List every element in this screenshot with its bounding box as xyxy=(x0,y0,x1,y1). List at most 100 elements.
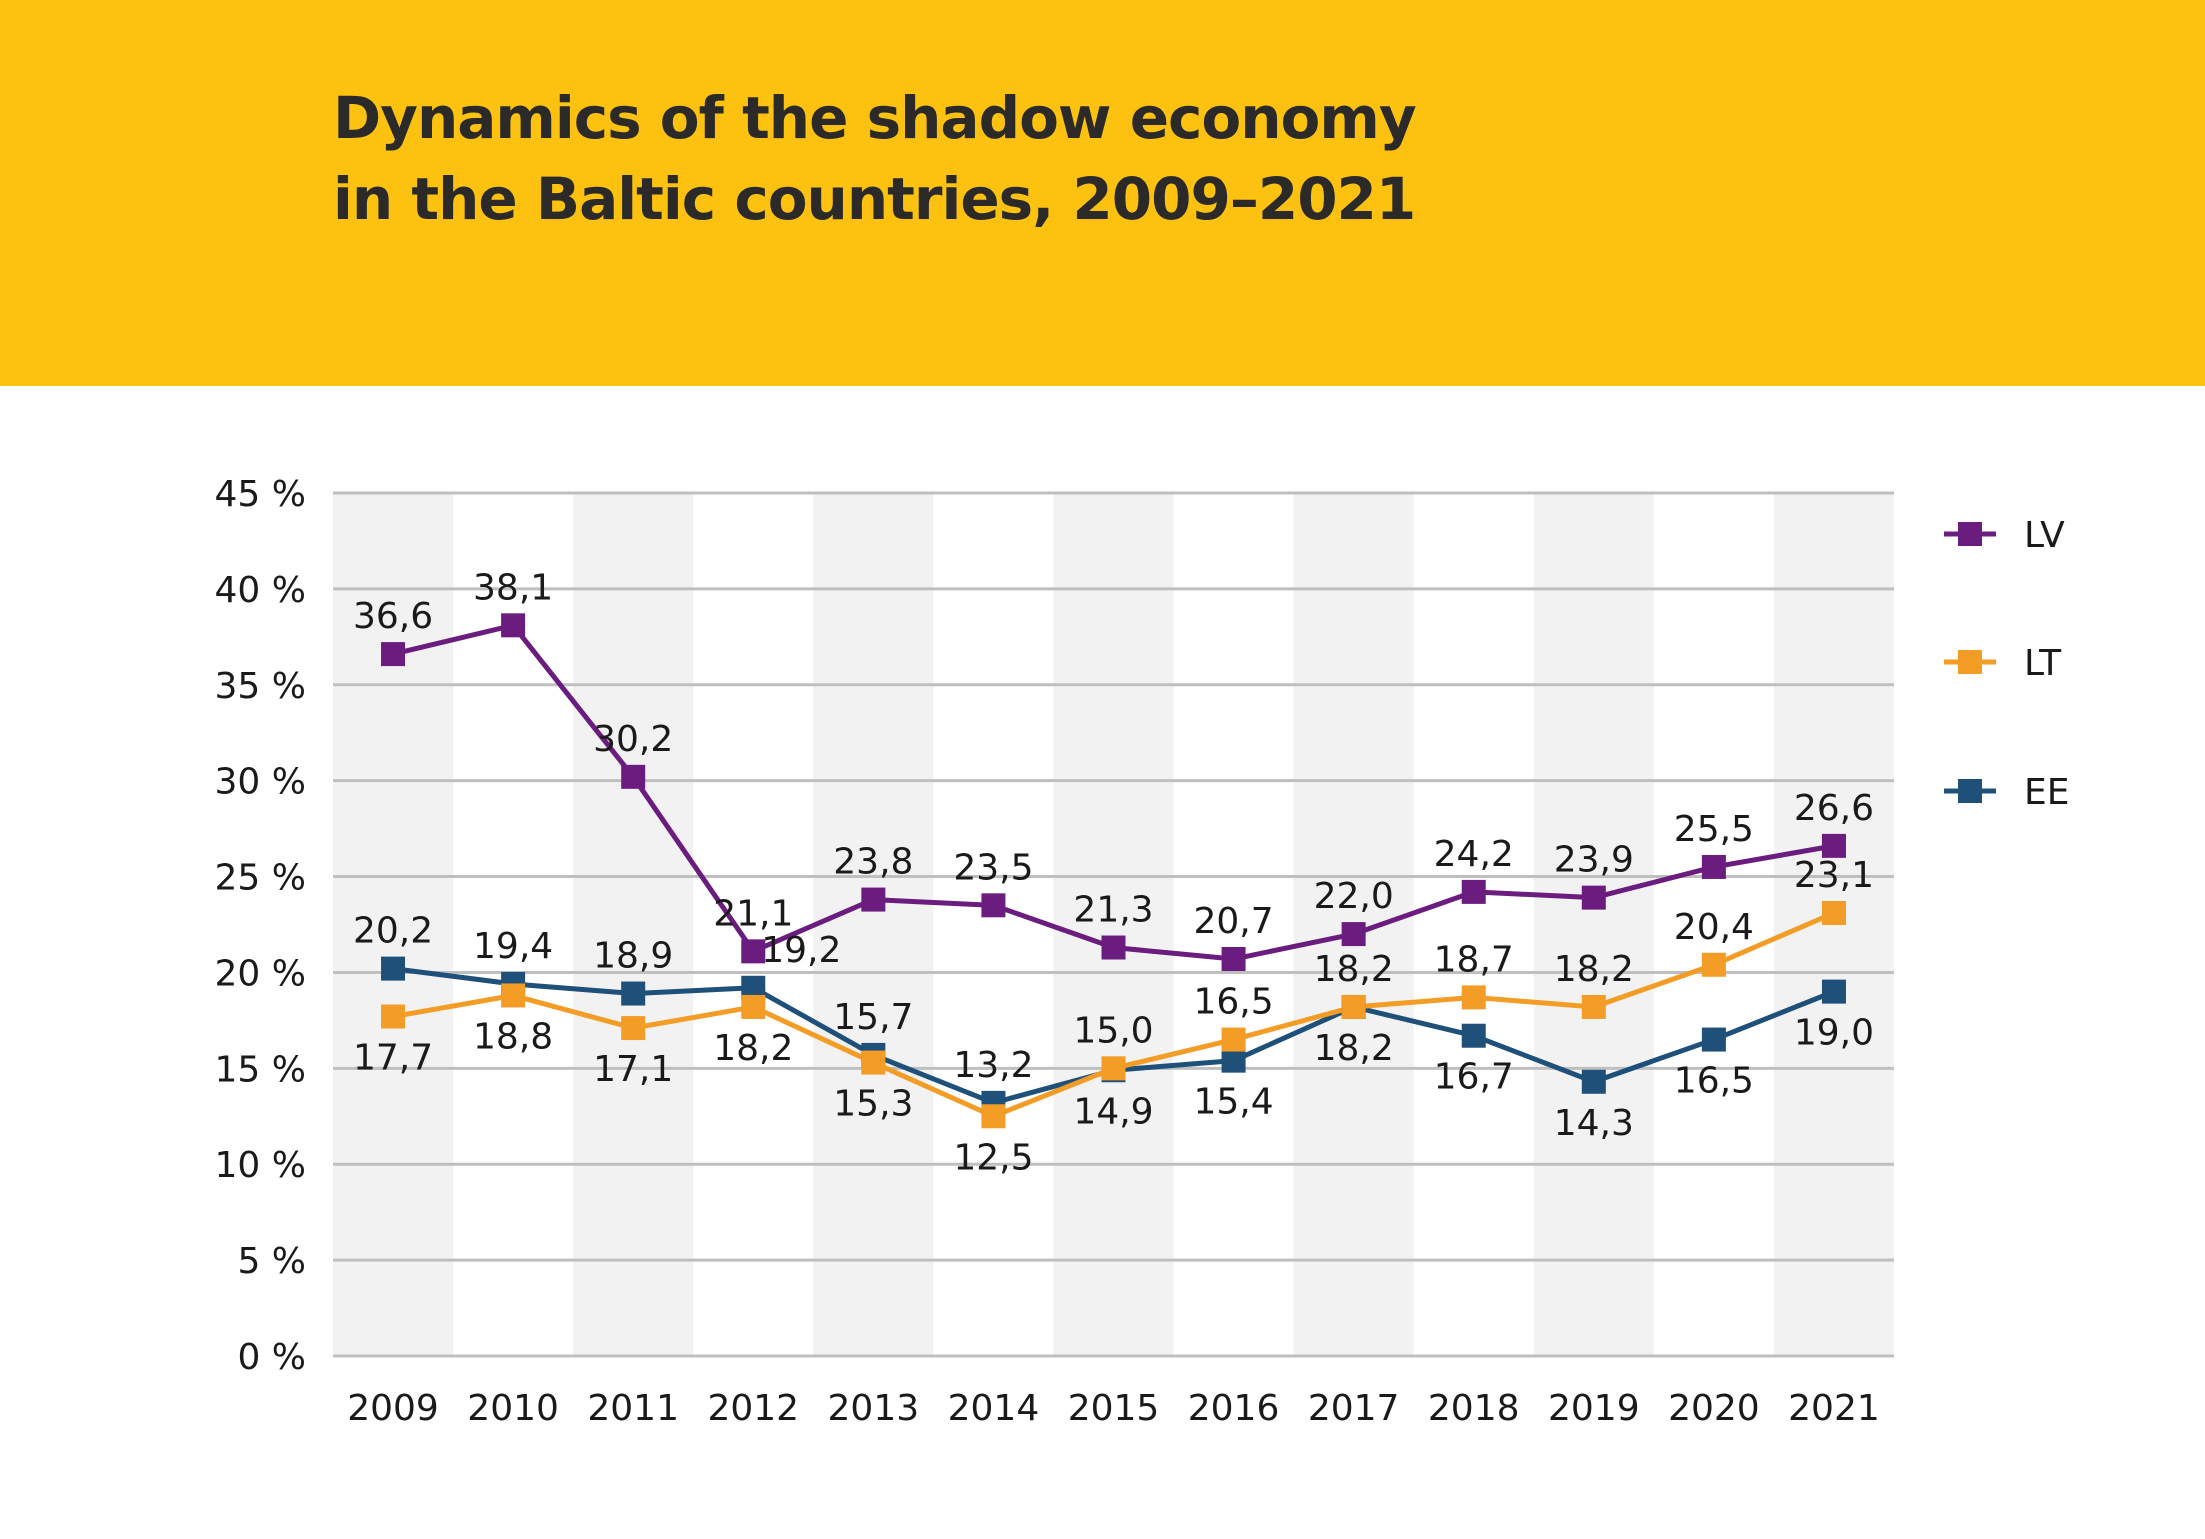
column-band-2011 xyxy=(573,493,694,1356)
marker-LT-2017 xyxy=(1341,994,1366,1019)
marker-LV-2011 xyxy=(621,764,646,789)
marker-EE-2016 xyxy=(1221,1048,1246,1073)
x-tick-label: 2014 xyxy=(948,1388,1040,1429)
data-label-EE-2012: 19,2 xyxy=(761,930,841,971)
marker-LT-2019 xyxy=(1581,994,1606,1019)
data-label-EE-2016: 15,4 xyxy=(1193,1082,1273,1123)
chart-title-line-2: in the Baltic countries, 2009–2021 xyxy=(333,165,1416,233)
y-tick-label: 0 % xyxy=(237,1337,306,1378)
legend-marker-EE xyxy=(1958,779,1982,803)
marker-LV-2013 xyxy=(861,887,886,912)
data-label-LV-2013: 23,8 xyxy=(833,842,913,883)
data-label-LV-2020: 25,5 xyxy=(1674,809,1754,850)
data-label-LT-2015: 15,0 xyxy=(1073,1010,1153,1051)
data-label-EE-2021: 19,0 xyxy=(1794,1013,1874,1054)
marker-LV-2019 xyxy=(1581,885,1606,910)
marker-EE-2019 xyxy=(1581,1069,1606,1094)
marker-LT-2020 xyxy=(1701,952,1726,977)
marker-LT-2014 xyxy=(981,1104,1006,1129)
marker-LT-2015 xyxy=(1101,1056,1126,1081)
marker-LV-2009 xyxy=(381,642,406,667)
data-label-LT-2012: 18,2 xyxy=(713,1028,793,1069)
data-label-EE-2015: 14,9 xyxy=(1073,1091,1153,1132)
marker-LT-2013 xyxy=(861,1050,886,1075)
marker-LV-2015 xyxy=(1101,935,1126,960)
chart-title: Dynamics of the shadow economy in the Ba… xyxy=(333,78,1417,240)
x-tick-label: 2011 xyxy=(587,1388,679,1429)
y-tick-label: 10 % xyxy=(215,1145,306,1186)
data-label-EE-2010: 19,4 xyxy=(473,926,553,967)
x-tick-label: 2012 xyxy=(707,1388,799,1429)
y-tick-label: 5 % xyxy=(237,1241,306,1282)
marker-LT-2009 xyxy=(381,1004,406,1029)
marker-LT-2018 xyxy=(1461,985,1486,1010)
data-label-LT-2016: 16,5 xyxy=(1193,982,1273,1023)
y-tick-label: 15 % xyxy=(215,1049,306,1090)
marker-EE-2009 xyxy=(381,956,406,981)
marker-EE-2020 xyxy=(1701,1027,1726,1052)
legend-marker-LT xyxy=(1958,650,1982,674)
marker-LV-2020 xyxy=(1701,854,1726,879)
marker-LV-2021 xyxy=(1821,833,1846,858)
series-markers xyxy=(381,613,1846,1129)
marker-LT-2016 xyxy=(1221,1027,1246,1052)
marker-LT-2011 xyxy=(621,1016,646,1041)
data-label-LV-2017: 22,0 xyxy=(1314,876,1394,917)
x-tick-label: 2009 xyxy=(347,1388,439,1429)
marker-LV-2014 xyxy=(981,893,1006,918)
data-label-EE-2020: 16,5 xyxy=(1674,1061,1754,1102)
legend: LV LT EE xyxy=(1944,515,2070,813)
data-label-LV-2011: 30,2 xyxy=(593,719,673,760)
y-tick-label: 30 % xyxy=(215,762,306,803)
data-label-EE-2011: 18,9 xyxy=(593,936,673,977)
data-labels: 20,2 19,4 18,9 19,2 15,7 13,2 14,9 15,4 18,2 16,7… xyxy=(353,567,1874,1178)
x-tick-label: 2015 xyxy=(1068,1388,1160,1429)
column-band-2019 xyxy=(1533,493,1654,1356)
data-label-LV-2009: 36,6 xyxy=(353,596,433,637)
header-banner xyxy=(0,0,2205,386)
data-label-EE-2017: 18,2 xyxy=(1314,949,1394,990)
data-label-LT-2018: 18,7 xyxy=(1434,939,1514,980)
legend-label-LV: LV xyxy=(2024,515,2065,556)
x-tick-label: 2019 xyxy=(1548,1388,1640,1429)
data-label-LT-2013: 15,3 xyxy=(833,1084,913,1125)
data-label-LV-2019: 23,9 xyxy=(1554,840,1634,881)
data-label-LV-2014: 23,5 xyxy=(953,847,1033,888)
y-tick-label: 20 % xyxy=(215,953,306,994)
marker-LV-2016 xyxy=(1221,947,1246,972)
x-tick-label: 2018 xyxy=(1428,1388,1520,1429)
marker-LT-2012 xyxy=(741,994,766,1019)
data-label-LV-2016: 20,7 xyxy=(1193,901,1273,942)
marker-LT-2021 xyxy=(1821,900,1846,925)
marker-EE-2011 xyxy=(621,981,646,1006)
data-label-LT-2010: 18,8 xyxy=(473,1016,553,1057)
data-label-LT-2019: 18,2 xyxy=(1554,949,1634,990)
data-label-LV-2018: 24,2 xyxy=(1434,834,1514,875)
y-tick-label: 35 % xyxy=(215,666,306,707)
data-label-LT-2014: 12,5 xyxy=(953,1137,1033,1178)
data-label-LT-2020: 20,4 xyxy=(1674,907,1754,948)
data-label-EE-2019: 14,3 xyxy=(1554,1103,1634,1144)
data-label-LT-2009: 17,7 xyxy=(353,1038,433,1079)
data-label-LV-2010: 38,1 xyxy=(473,567,553,608)
marker-EE-2021 xyxy=(1821,979,1846,1004)
data-label-LV-2021: 26,6 xyxy=(1794,788,1874,829)
x-tick-label: 2010 xyxy=(467,1388,559,1429)
x-tick-label: 2020 xyxy=(1668,1388,1760,1429)
marker-LV-2018 xyxy=(1461,879,1486,904)
y-tick-label: 45 % xyxy=(215,474,306,515)
data-label-LT-2021: 23,1 xyxy=(1794,855,1874,896)
marker-LV-2010 xyxy=(501,613,526,638)
marker-EE-2018 xyxy=(1461,1023,1486,1048)
y-axis-tick-labels: 0 % 5 % 10 % 15 % 20 % 25 % 30 % 35 % 40 % 45 % xyxy=(215,474,306,1378)
column-band-2015 xyxy=(1053,493,1174,1356)
column-bands xyxy=(333,493,1894,1356)
marker-LV-2012 xyxy=(741,939,766,964)
x-axis-tick-labels: 2009 2010 2011 2012 2013 2014 2015 2016 2017 2018… xyxy=(347,1388,1880,1429)
legend-label-LT: LT xyxy=(2024,643,2062,684)
y-tick-label: 40 % xyxy=(215,570,306,611)
x-tick-label: 2013 xyxy=(828,1388,920,1429)
y-tick-label: 25 % xyxy=(215,858,306,899)
column-band-2013 xyxy=(813,493,934,1356)
